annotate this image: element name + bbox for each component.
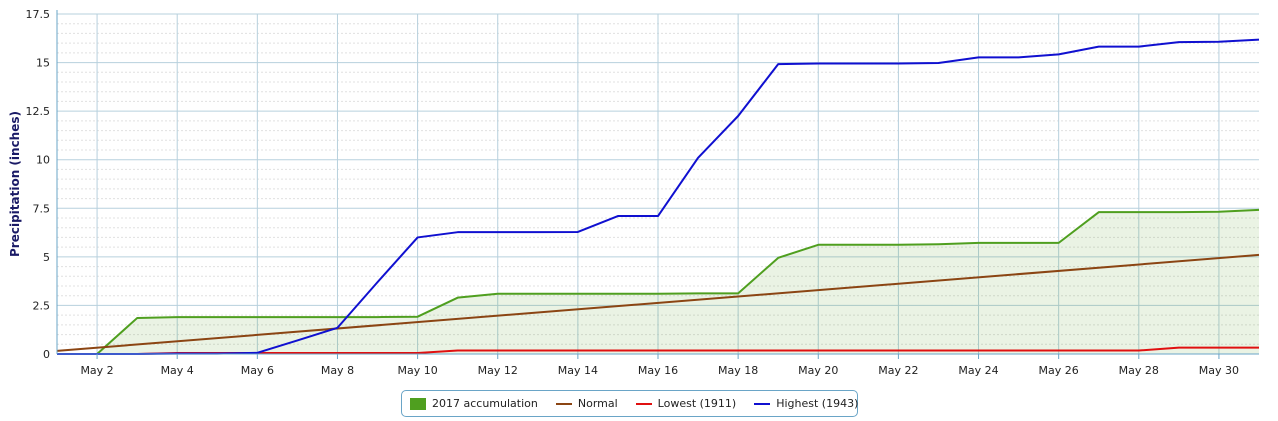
x-tick-label: May 8 <box>321 364 354 377</box>
y-tick-label: 12.5 <box>26 105 51 118</box>
legend-label-lowest: Lowest (1911) <box>657 397 737 410</box>
legend: 2017 accumulation Normal Lowest (1911) H… <box>401 390 858 417</box>
x-tick-label: May 20 <box>798 364 838 377</box>
x-tick-label: May 28 <box>1119 364 1159 377</box>
y-tick-label: 17.5 <box>26 8 51 21</box>
x-tick-label: May 14 <box>558 364 598 377</box>
y-tick-label: 5 <box>43 251 50 264</box>
y-tick-label: 0 <box>43 348 50 361</box>
x-tick-label: May 2 <box>80 364 113 377</box>
legend-item-lowest[interactable]: Lowest (1911) <box>635 397 737 410</box>
y-tick-label: 2.5 <box>33 299 51 312</box>
legend-label-2017: 2017 accumulation <box>432 397 538 410</box>
legend-swatch-highest <box>754 402 771 405</box>
x-tick-label: May 24 <box>958 364 998 377</box>
legend-label-highest: Highest (1943) <box>776 397 859 410</box>
y-axis-label: Precipitation (inches) <box>8 111 22 257</box>
series-layer <box>56 38 1260 355</box>
series-line-0 <box>57 208 1260 355</box>
x-tick-label: May 12 <box>478 364 518 377</box>
legend-swatch-normal <box>555 402 572 405</box>
series-line-1 <box>56 253 1260 352</box>
y-tick-label: 7.5 <box>33 202 51 215</box>
x-tick-label: May 16 <box>638 364 678 377</box>
y-tick-label: 15 <box>36 57 50 70</box>
x-tick-label: May 30 <box>1199 364 1239 377</box>
x-tick-label: May 22 <box>878 364 918 377</box>
legend-item-highest[interactable]: Highest (1943) <box>754 397 858 410</box>
x-tick-label: May 18 <box>718 364 758 377</box>
legend-swatch-lowest <box>635 402 652 405</box>
x-tick-label: May 6 <box>241 364 274 377</box>
y-tick-label: 10 <box>36 154 50 167</box>
legend-swatch-2017 <box>410 397 426 410</box>
x-tick-label: May 10 <box>397 364 437 377</box>
legend-item-2017[interactable]: 2017 accumulation <box>410 397 538 410</box>
x-tick-label: May 26 <box>1039 364 1079 377</box>
tick-labels: 0 2.5 5 7.5 10 12.5 15 17.5 May 2 May 4 May 6 May 8… <box>26 8 1240 377</box>
legend-item-normal[interactable]: Normal <box>555 397 618 410</box>
legend-label-normal: Normal <box>577 397 618 410</box>
x-tick-label: May 4 <box>161 364 194 377</box>
series-line-3 <box>57 38 1260 355</box>
axes <box>56 10 1259 359</box>
